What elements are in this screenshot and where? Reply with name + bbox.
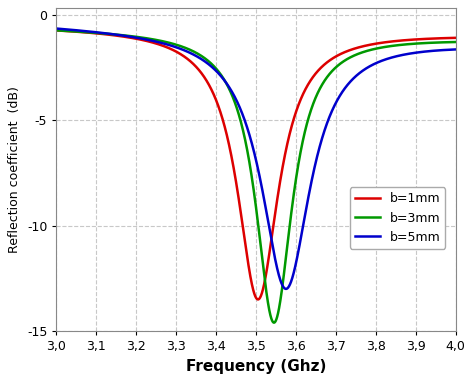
Y-axis label: Reflection coefficient  (dB): Reflection coefficient (dB)	[9, 86, 21, 253]
b=5mm	[313, 158, 319, 163]
b=3mm	[352, 53, 357, 58]
b=5mm	[293, 261, 299, 265]
Line: b=1mm: b=1mm	[56, 31, 456, 299]
b=1mm	[453, 36, 458, 40]
b=5mm	[382, 57, 388, 62]
Legend: b=1mm, b=3mm, b=5mm: b=1mm, b=3mm, b=5mm	[350, 187, 446, 249]
b=3mm	[126, 34, 132, 38]
Line: b=5mm: b=5mm	[56, 29, 456, 289]
b=3mm	[206, 59, 212, 64]
b=5mm	[453, 47, 458, 52]
X-axis label: Frequency (Ghz): Frequency (Ghz)	[186, 359, 326, 374]
b=5mm	[352, 75, 357, 80]
b=1mm	[382, 40, 388, 45]
b=3mm	[271, 320, 277, 325]
b=3mm	[54, 28, 59, 32]
b=1mm	[293, 110, 299, 115]
b=3mm	[313, 94, 319, 99]
b=3mm	[453, 40, 458, 44]
b=1mm	[352, 46, 357, 51]
b=1mm	[313, 71, 319, 75]
b=3mm	[293, 177, 299, 182]
b=5mm	[54, 26, 59, 31]
b=3mm	[382, 45, 388, 49]
b=1mm	[126, 35, 132, 40]
b=5mm	[283, 286, 289, 291]
b=1mm	[255, 297, 261, 302]
b=5mm	[206, 62, 212, 67]
Line: b=3mm: b=3mm	[56, 30, 456, 323]
b=1mm	[206, 83, 212, 87]
b=5mm	[126, 34, 132, 39]
b=1mm	[54, 28, 59, 33]
